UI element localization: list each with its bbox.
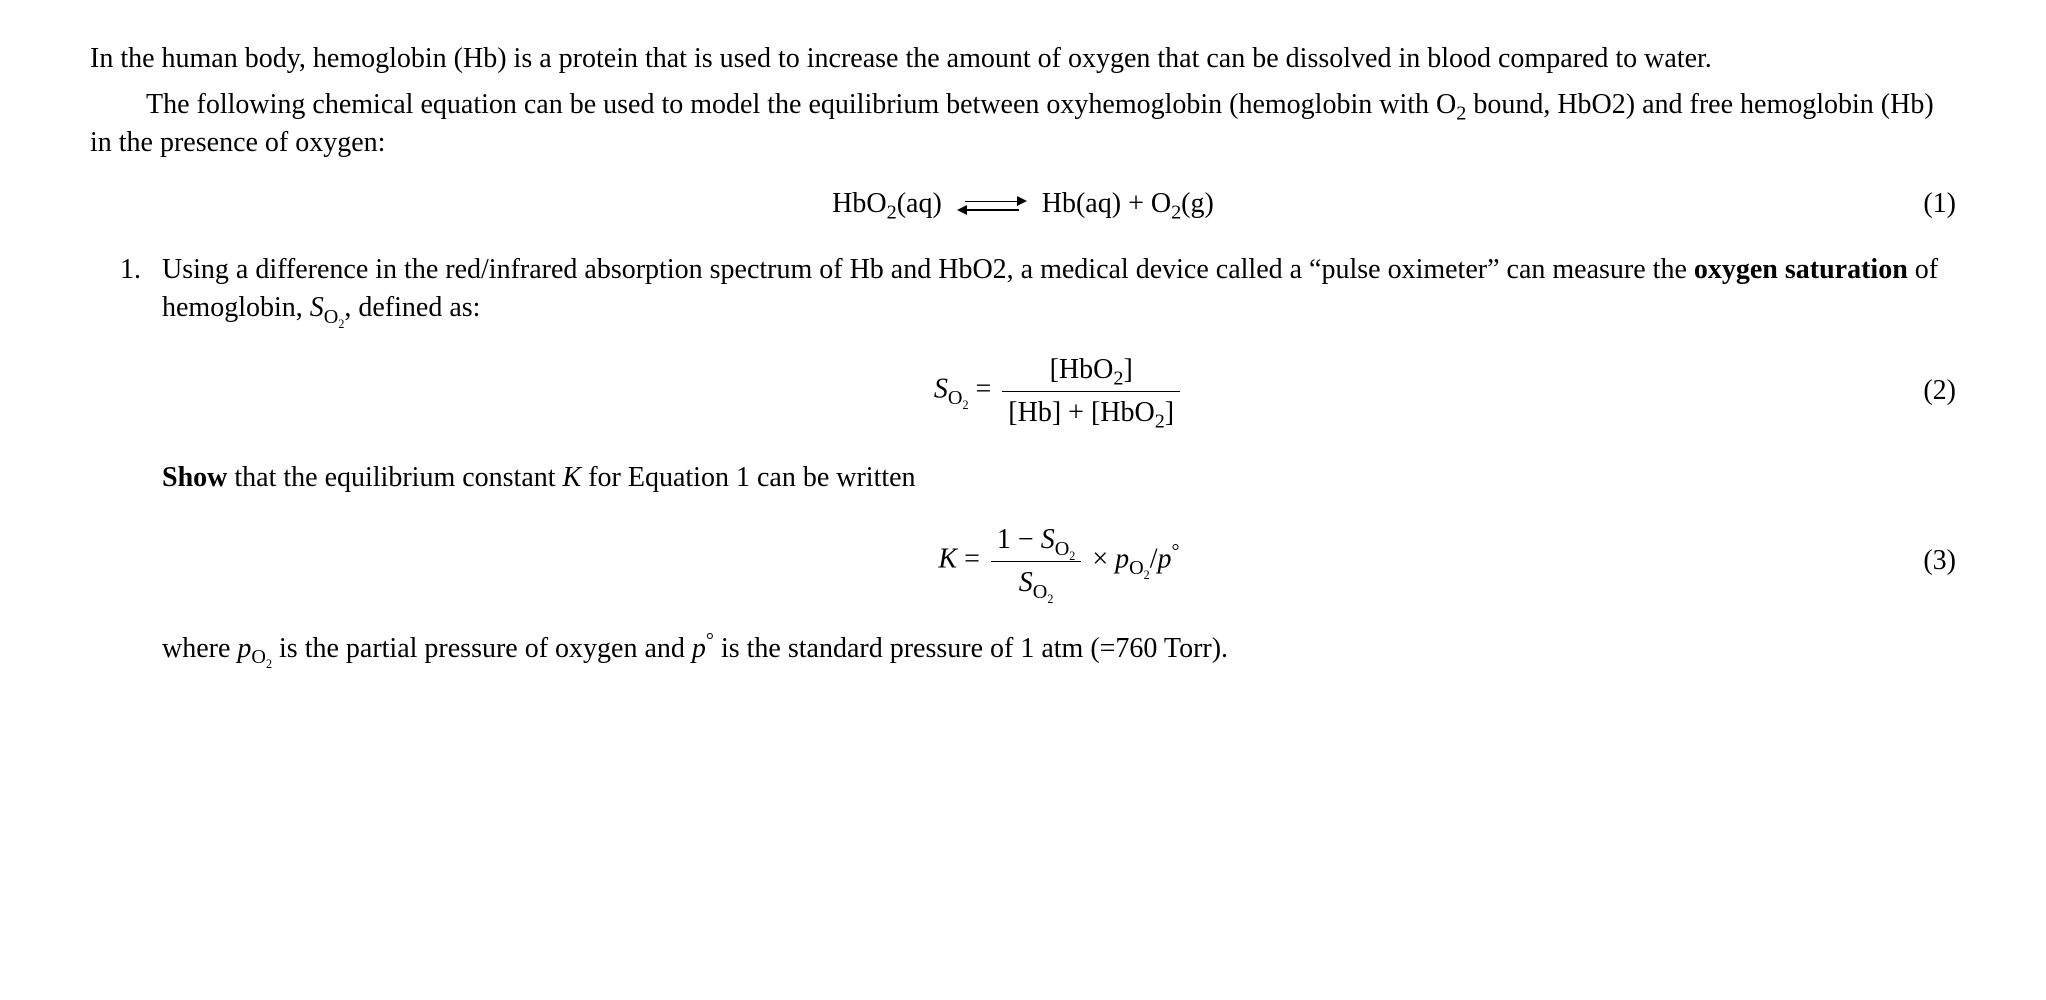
eq3-K: K (938, 544, 957, 575)
question-1-number: 1. (120, 251, 162, 675)
intro-paragraph-2: The following chemical equation can be u… (90, 86, 1956, 162)
show-bold: Show (162, 462, 227, 493)
eq1-rhs-o: O (1151, 188, 1171, 219)
intro-text-2a: The following chemical equation can be u… (146, 89, 1456, 120)
eq3-p: p (1115, 544, 1129, 575)
show-rest-a: that the equilibrium constant (227, 462, 562, 493)
equation-3: K = 1 − SO2 SO2 × pO2/p° (938, 521, 1179, 602)
show-K: K (563, 462, 582, 493)
eq3-pstd: p (1158, 544, 1172, 575)
where-line: where pO2 is the partial pressure of oxy… (162, 630, 1956, 668)
q1-sym-S: S (310, 292, 324, 323)
eq1-lhs-sub2: 2 (887, 202, 897, 224)
eq2-numerator: [HbO2] (1002, 351, 1180, 392)
eq3-denominator: SO2 (991, 562, 1081, 602)
show-line: Show that the equilibrium constant K for… (162, 459, 1956, 497)
question-1-body: Using a difference in the red/infrared a… (162, 251, 1956, 675)
q1-sym-O: O2 (324, 306, 345, 328)
equilibrium-arrows-icon (957, 195, 1027, 217)
question-1: 1. Using a difference in the red/infrare… (90, 251, 1956, 675)
eq3-p-sub: O2 (1129, 557, 1150, 579)
equation-2: SO2 = [HbO2] [Hb] + [HbO2] (934, 351, 1184, 432)
where-c: is the standard pressure of 1 atm (=760 … (714, 633, 1228, 664)
equation-3-number: (3) (1923, 543, 1956, 581)
eq2-denominator: [Hb] + [HbO2] (1002, 392, 1180, 432)
equation-1-number: (1) (1923, 185, 1956, 223)
intro-text-1: In the human body, hemoglobin (Hb) is a … (90, 43, 1712, 74)
show-rest-b: for Equation 1 can be written (581, 462, 915, 493)
intro-sub-2: 2 (1456, 102, 1466, 124)
eq3-slash: / (1150, 544, 1158, 575)
eq1-plus: + (1121, 188, 1151, 219)
where-p-sub: O2 (251, 646, 272, 668)
eq2-lhs-sub: O2 (948, 387, 969, 409)
equation-1: HbO2(aq) Hb(aq) + O2(g) (832, 185, 1214, 223)
where-b: is the partial pressure of oxygen and (272, 633, 692, 664)
equation-1-block: HbO2(aq) Hb(aq) + O2(g) (1) (90, 185, 1956, 223)
intro-paragraph-1: In the human body, hemoglobin (Hb) is a … (90, 40, 1956, 78)
equation-2-number: (2) (1923, 372, 1956, 410)
eq2-lhs-S: S (934, 374, 948, 405)
eq3-numerator: 1 − SO2 (991, 521, 1081, 562)
eq1-rhs-state: (g) (1181, 188, 1214, 219)
equation-2-block: SO2 = [HbO2] [Hb] + [HbO2] (2) (162, 351, 1956, 432)
where-degree: ° (706, 629, 714, 651)
eq2-equals: = (968, 374, 998, 405)
where-p: p (237, 633, 251, 664)
q1-text-a: Using a difference in the red/infrared a… (162, 254, 1694, 285)
eq1-lhs-hbo: HbO (832, 188, 886, 219)
eq1-lhs-state: (aq) (897, 188, 942, 219)
eq3-fraction: 1 − SO2 SO2 (991, 521, 1081, 602)
q1-text-c: , defined as: (344, 292, 480, 323)
eq3-equals: = (957, 544, 987, 575)
question-1-text: Using a difference in the red/infrared a… (162, 251, 1956, 327)
eq2-fraction: [HbO2] [Hb] + [HbO2] (1002, 351, 1180, 432)
eq3-times: × (1085, 544, 1115, 575)
q1-bold-oxysat: oxygen saturation (1694, 254, 1908, 285)
eq1-rhs-hb: Hb(aq) (1042, 188, 1121, 219)
eq1-rhs-sub2: 2 (1171, 202, 1181, 224)
equation-3-block: K = 1 − SO2 SO2 × pO2/p° (3) (162, 521, 1956, 602)
where-pstd: p (692, 633, 706, 664)
where-a: where (162, 633, 237, 664)
eq3-degree: ° (1172, 541, 1180, 563)
